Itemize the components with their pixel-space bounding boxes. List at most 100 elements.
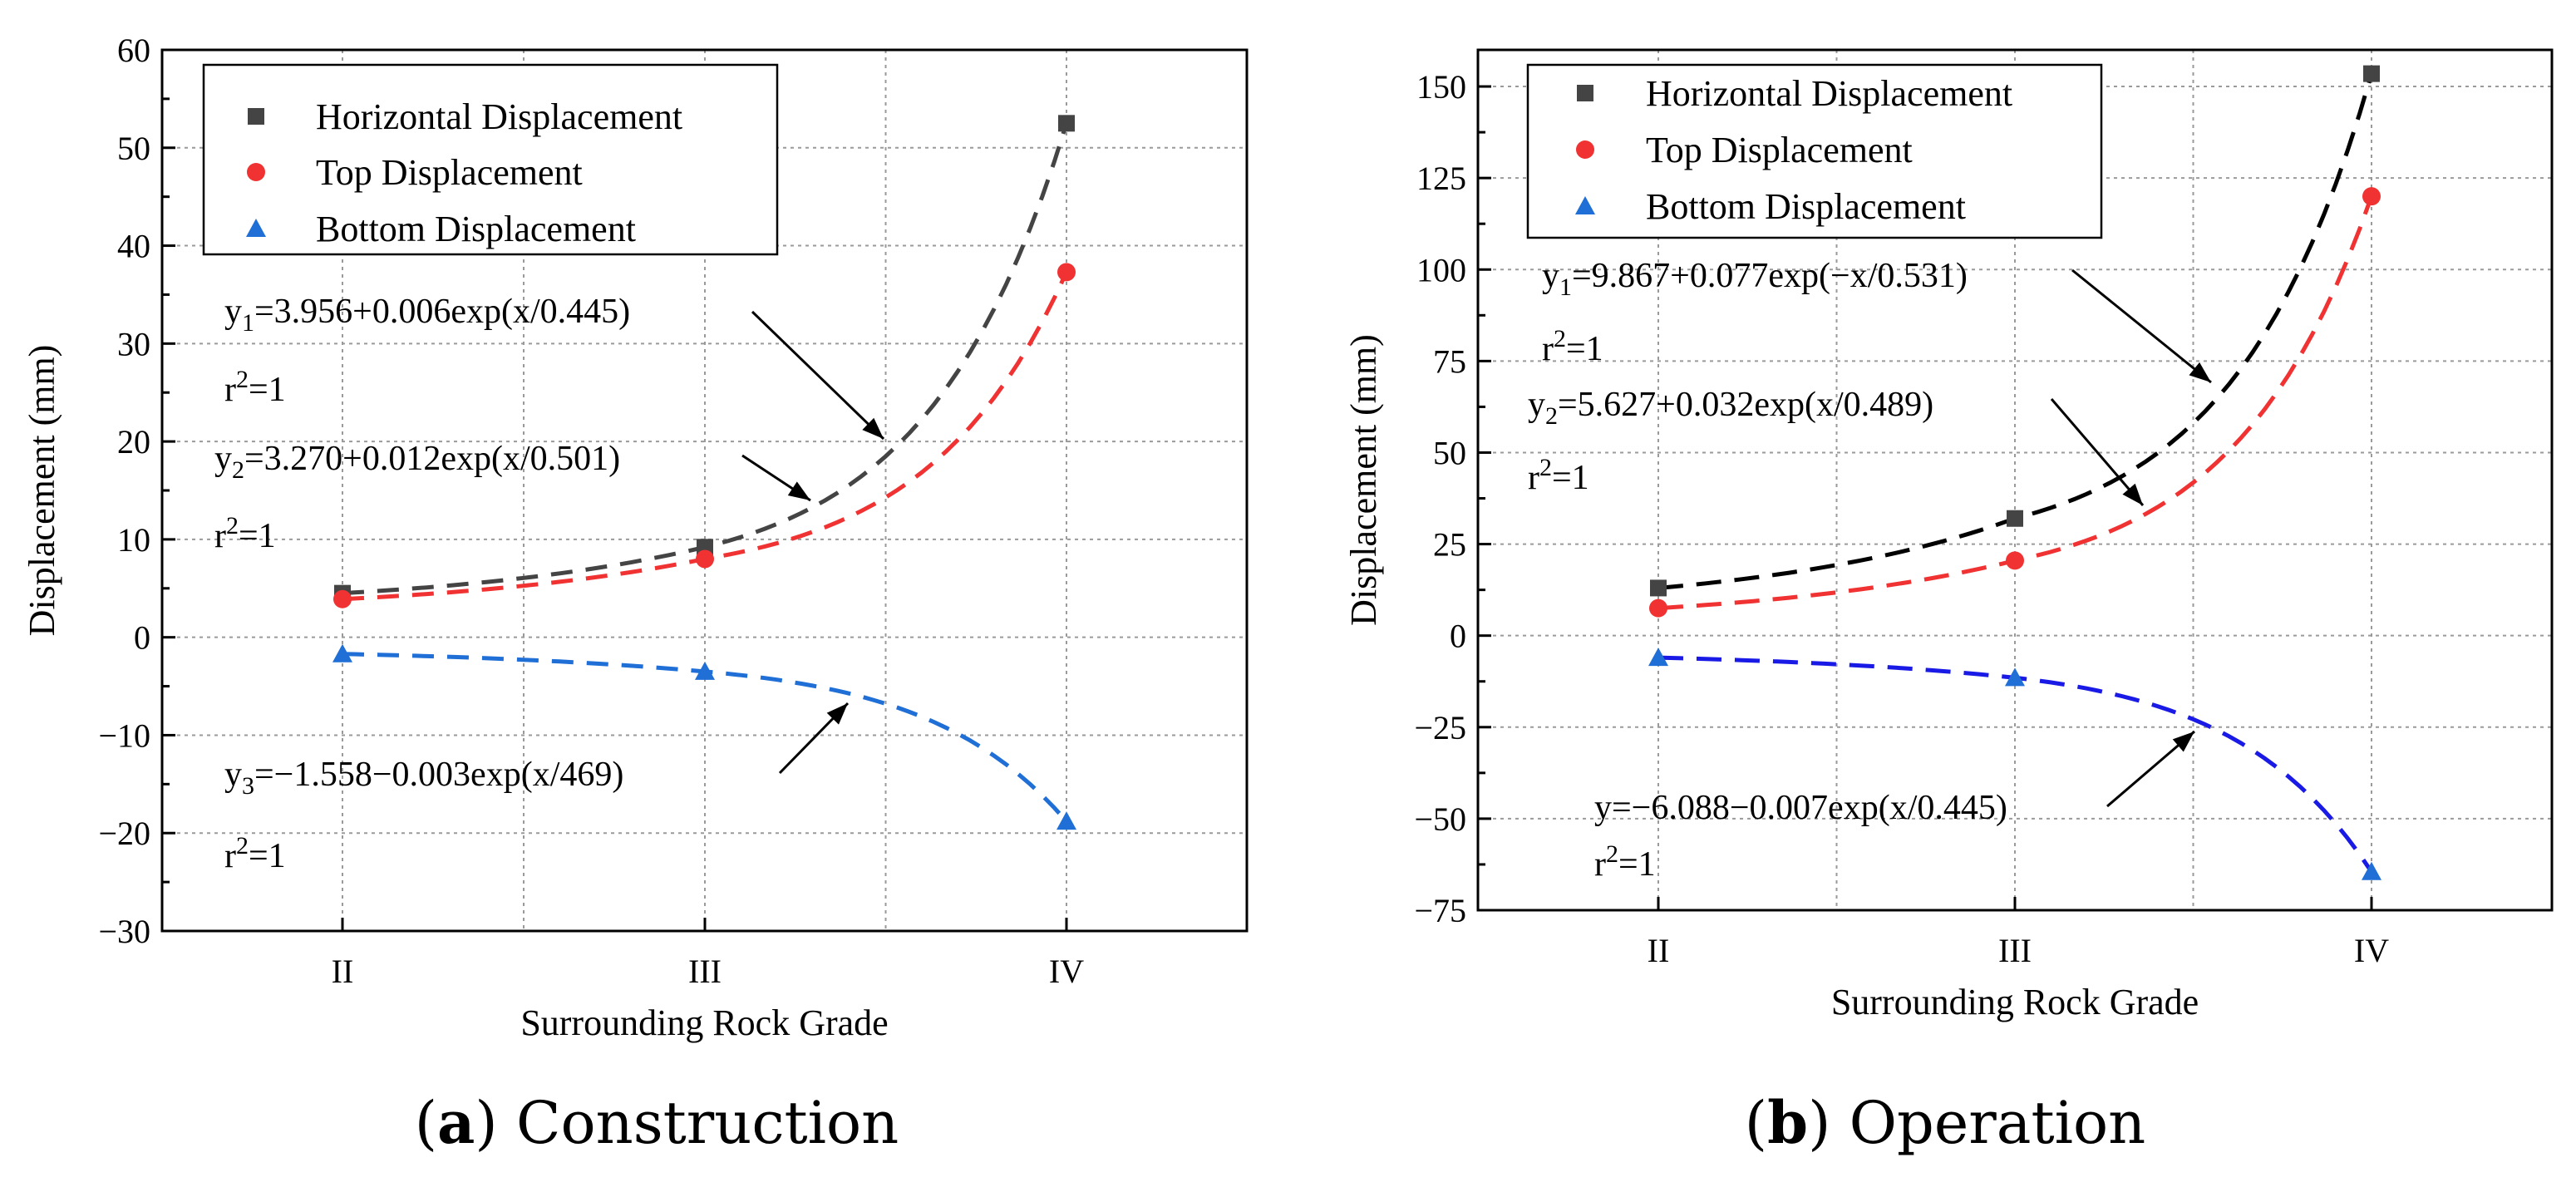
equation-label: y1=3.956+0.006exp(x/0.445) xyxy=(224,293,630,337)
equation-base: y xyxy=(1594,789,1612,827)
r-squared-base: r xyxy=(224,371,236,409)
legend-symbol-square xyxy=(248,108,264,125)
legend-label: Horizontal Displacement xyxy=(1646,73,2012,114)
x-tick-label: II xyxy=(332,953,354,990)
y-tick-label: 30 xyxy=(117,325,150,362)
y-tick-label: −25 xyxy=(1414,709,1466,746)
annotation-arrow xyxy=(2071,268,2212,384)
r-squared-superscript: 2 xyxy=(226,512,239,539)
equation-subscript: 1 xyxy=(1559,273,1572,301)
data-point-triangle xyxy=(332,643,352,662)
legend-label: Bottom Displacement xyxy=(1646,186,1966,227)
y-tick-label: 40 xyxy=(117,228,150,265)
y-tick-label: −75 xyxy=(1414,892,1466,929)
equation-subscript: 2 xyxy=(1545,402,1558,430)
legend-symbol-circle xyxy=(1576,140,1594,159)
r-squared-label: r2=1 xyxy=(1528,454,1589,497)
caption-paren: ( xyxy=(1745,1089,1767,1157)
r-squared-value: =1 xyxy=(1566,330,1603,368)
data-point-triangle xyxy=(1648,648,1668,667)
annotation-arrowhead xyxy=(826,703,848,725)
r-squared-label: r2=1 xyxy=(214,512,276,555)
r-squared-label: r2=1 xyxy=(224,832,286,875)
equation-body: =−6.088−0.007exp(x/0.445) xyxy=(1612,789,2007,827)
r-squared-base: r xyxy=(1542,330,1554,368)
y-tick-label: 20 xyxy=(117,423,150,461)
equation-base: y xyxy=(224,293,242,331)
legend-label: Top Displacement xyxy=(316,152,583,193)
caption-paren: ( xyxy=(415,1089,437,1157)
panel-caption: (a) Construction xyxy=(415,1088,899,1157)
annotation-arrow xyxy=(751,310,885,441)
y-tick-label: 50 xyxy=(117,130,150,167)
equation-label: y2=5.627+0.032exp(x/0.489) xyxy=(1528,386,1933,430)
equation-subscript: 1 xyxy=(242,309,254,337)
r-squared-value: =1 xyxy=(1618,845,1656,884)
legend-symbol-square xyxy=(1577,85,1593,101)
caption-paren: ) xyxy=(1808,1089,1849,1157)
legend-box xyxy=(1526,63,2103,239)
equation-label: y2=3.270+0.012exp(x/0.501) xyxy=(214,440,620,484)
r-squared-superscript: 2 xyxy=(236,366,249,393)
x-axis-label: Surrounding Rock Grade xyxy=(520,1002,888,1043)
r-squared-superscript: 2 xyxy=(1606,840,1618,868)
legend-label: Bottom Displacement xyxy=(316,209,636,249)
panel-caption: (b) Operation xyxy=(1745,1088,2145,1157)
fit-curve-triangle xyxy=(1657,655,2374,874)
equation-label: y3=−1.558−0.003exp(x/469) xyxy=(224,756,623,800)
annotation-arrowhead xyxy=(2122,483,2143,505)
r-squared-superscript: 2 xyxy=(236,832,249,859)
data-point-square xyxy=(1058,115,1075,132)
y-tick-label: 0 xyxy=(134,619,150,657)
annotation-arrowhead xyxy=(862,417,884,439)
r-squared-value: =1 xyxy=(1552,459,1589,497)
r-squared-label: r2=1 xyxy=(224,366,286,409)
data-point-square xyxy=(2007,510,2023,527)
equation-body: =9.867+0.077exp(−x/0.531) xyxy=(1572,257,1968,295)
y-tick-label: −10 xyxy=(98,717,150,754)
y-tick-label: 0 xyxy=(1450,618,1466,655)
data-point-square xyxy=(1650,579,1667,597)
x-axis-label: Surrounding Rock Grade xyxy=(1831,982,2199,1022)
equation-body: =3.270+0.012exp(x/0.501) xyxy=(244,440,620,478)
y-tick-label: 60 xyxy=(117,32,150,69)
caption-paren: ) xyxy=(475,1089,516,1157)
x-tick-label: IV xyxy=(1049,953,1084,990)
x-tick-label: IV xyxy=(2354,932,2389,969)
data-point-triangle xyxy=(2005,667,2025,687)
legend-symbol-circle xyxy=(247,163,265,181)
r-squared-value: =1 xyxy=(249,371,286,409)
y-tick-label: 25 xyxy=(1433,526,1466,564)
equation-label: y=−6.088−0.007exp(x/0.445) xyxy=(1594,789,2007,827)
y-tick-label: 125 xyxy=(1416,160,1466,197)
data-point-circle xyxy=(1649,598,1667,618)
equation-body: =5.627+0.032exp(x/0.489) xyxy=(1558,386,1933,424)
data-point-triangle xyxy=(1057,811,1076,830)
x-tick-label: II xyxy=(1648,932,1670,969)
legend-symbol-triangle xyxy=(246,219,266,237)
r-squared-label: r2=1 xyxy=(1594,840,1656,884)
legend-box xyxy=(202,63,779,256)
annotation-arrowhead xyxy=(787,481,810,500)
plot-frame xyxy=(160,48,1249,933)
y-tick-label: 50 xyxy=(1433,434,1466,471)
data-point-triangle xyxy=(695,661,715,680)
equation-body: =3.956+0.006exp(x/0.445) xyxy=(254,293,630,331)
data-point-circle xyxy=(333,589,352,608)
r-squared-base: r xyxy=(1528,459,1539,497)
y-axis-label: Displacement (mm) xyxy=(22,345,62,637)
r-squared-base: r xyxy=(224,837,236,875)
data-point-circle xyxy=(1057,263,1076,282)
data-point-circle xyxy=(2006,551,2024,570)
y-tick-label: 75 xyxy=(1433,342,1466,380)
data-point-square xyxy=(2363,65,2380,82)
data-point-triangle xyxy=(2362,861,2381,880)
y-tick-label: −30 xyxy=(98,913,150,950)
caption-text: Operation xyxy=(1849,1089,2146,1157)
caption-text: Construction xyxy=(516,1089,899,1157)
equation-label: y1=9.867+0.077exp(−x/0.531) xyxy=(1542,257,1968,301)
equation-base: y xyxy=(1528,386,1545,424)
